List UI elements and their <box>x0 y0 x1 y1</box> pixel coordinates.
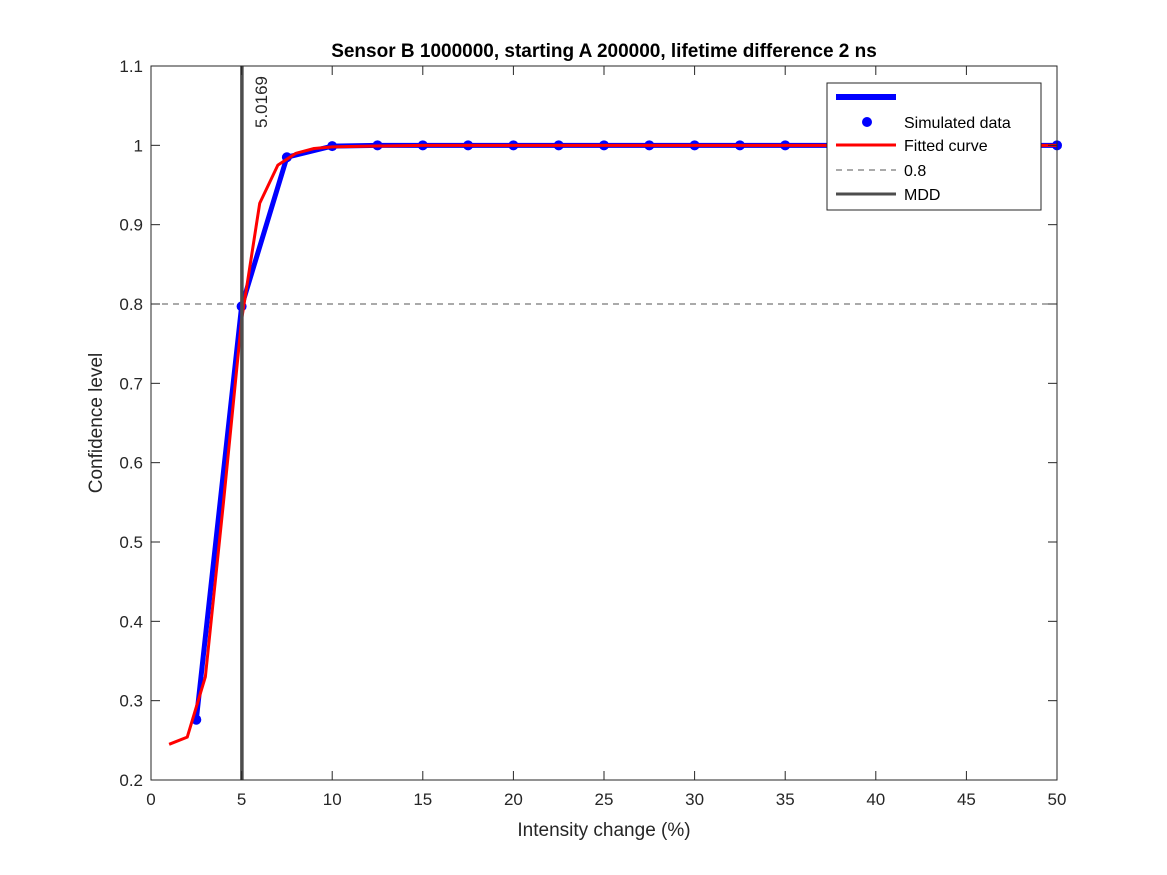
x-tick-label: 35 <box>776 790 795 809</box>
y-tick-label: 0.2 <box>119 771 143 790</box>
legend-label-threshold: 0.8 <box>904 163 926 180</box>
x-tick-label: 10 <box>323 790 342 809</box>
legend-label-mdd: MDD <box>904 187 940 204</box>
x-tick-label: 25 <box>595 790 614 809</box>
y-tick-label: 0.5 <box>119 533 143 552</box>
legend: Simulated data Fitted curve 0.8 MDD <box>826 82 1042 211</box>
x-tick-label: 40 <box>866 790 885 809</box>
y-axis-label: Confidence level <box>86 353 107 493</box>
legend-swatch-markers <box>862 117 872 127</box>
chart-title: Sensor B 1000000, starting A 200000, lif… <box>331 41 877 62</box>
x-tick-label: 50 <box>1048 790 1067 809</box>
x-tick-label: 15 <box>413 790 432 809</box>
axis-ticks: 0 5 10 15 20 25 30 35 40 45 50 0.2 0.3 0.4 0.5 0.6 0.7 0.… <box>119 57 1066 809</box>
legend-label-fitted-curve: Fitted curve <box>904 138 988 155</box>
mdd-value-label: 5.0169 <box>252 76 271 128</box>
x-tick-label: 0 <box>146 790 155 809</box>
x-tick-label: 5 <box>237 790 246 809</box>
y-tick-label: 0.8 <box>119 295 143 314</box>
x-tick-label: 30 <box>685 790 704 809</box>
x-tick-label: 20 <box>504 790 523 809</box>
y-tick-label: 0.3 <box>119 692 143 711</box>
y-tick-label: 0.9 <box>119 216 143 235</box>
y-tick-label: 0.4 <box>119 612 143 631</box>
legend-label-simulated-data: Simulated data <box>904 115 1011 132</box>
y-tick-label: 0.6 <box>119 454 143 473</box>
y-tick-label: 1 <box>134 136 143 155</box>
fitted-curve-line <box>168 143 1057 746</box>
y-tick-label: 0.7 <box>119 374 143 393</box>
y-tick-label: 1.1 <box>119 57 143 76</box>
x-axis-label: Intensity change (%) <box>517 820 690 841</box>
x-tick-label: 45 <box>957 790 976 809</box>
